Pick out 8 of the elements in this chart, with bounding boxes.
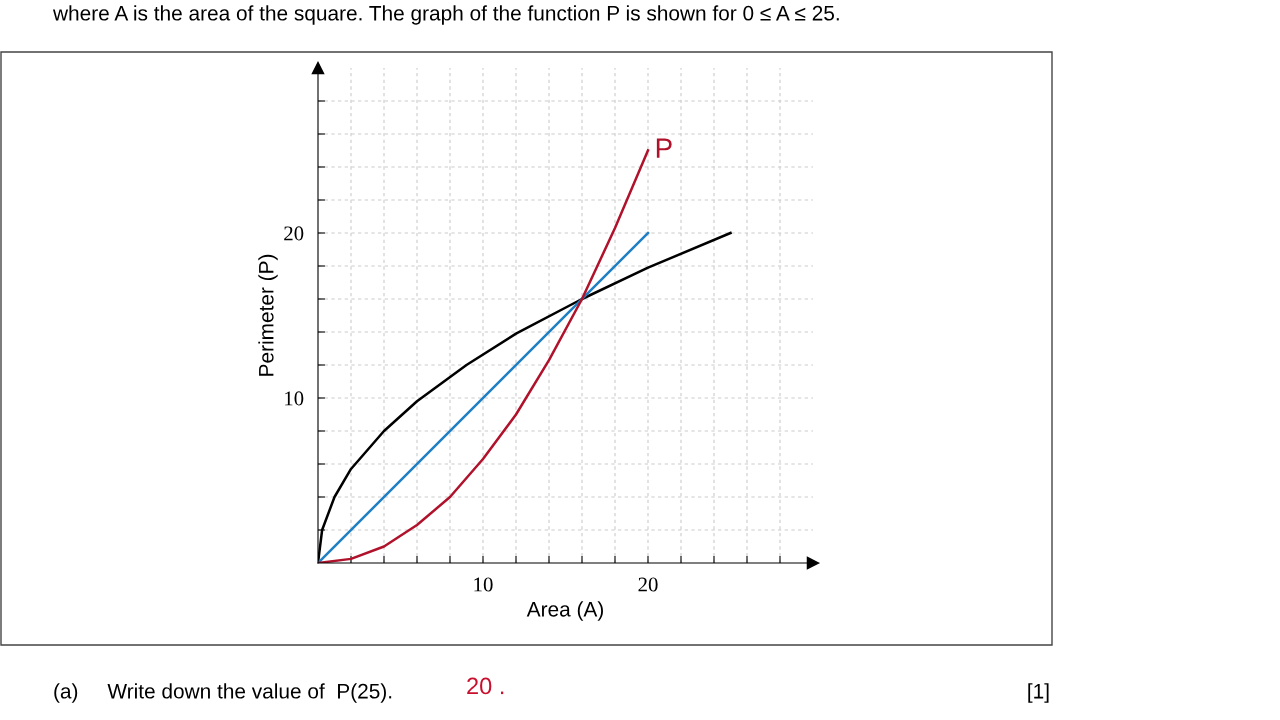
line-series bbox=[318, 149, 650, 563]
text: [1] bbox=[1028, 683, 1049, 703]
x-axis-title: Area (A) bbox=[526, 601, 603, 621]
text: (a) Write down the value of P(25). bbox=[54, 683, 392, 703]
series-label: P bbox=[656, 138, 672, 158]
text: where A is the area of the square. The graph of the function P is shown for 0 ≤ A ≤ 25. bbox=[52, 5, 839, 25]
y-axis-title: Perimeter (P) bbox=[258, 254, 278, 376]
text: 20 . bbox=[467, 677, 504, 695]
